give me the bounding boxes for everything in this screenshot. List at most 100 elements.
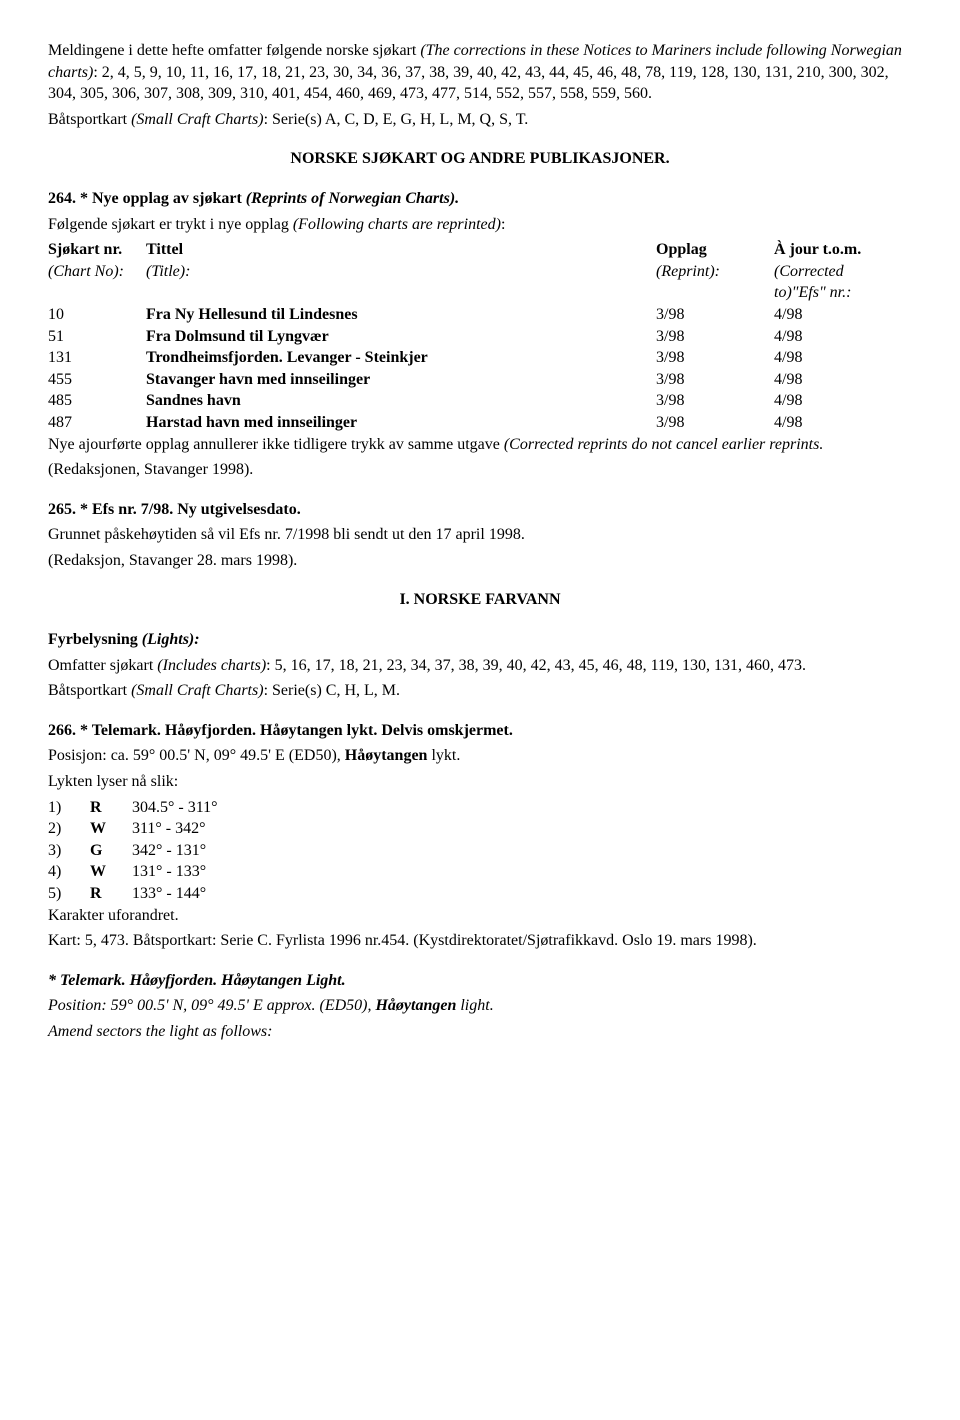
table-row: 455Stavanger havn med innseilinger3/984/… [48, 369, 912, 391]
fyr-small-before: Båtsportkart [48, 682, 131, 699]
fyr-small-italic: (Small Craft Charts) [131, 682, 263, 699]
sector-num: 4) [48, 861, 90, 883]
s266b-position: Position: 59° 00.5' N, 09° 49.5' E appro… [48, 995, 912, 1017]
sector-row: 1)R304.5° - 311° [48, 797, 912, 819]
cell-opplag: 3/98 [656, 326, 774, 348]
s266-pre: Lykten lyser nå slik: [48, 771, 912, 793]
intro-small-after: : Serie(s) A, C, D, E, G, H, L, M, Q, S,… [264, 111, 529, 128]
s264-subtitle: Følgende sjøkart er trykt i nye opplag (… [48, 214, 912, 236]
s266-pos-bold: Håøytangen [345, 747, 428, 764]
s265-source: (Redaksjon, Stavanger 28. mars 1998). [48, 550, 912, 572]
s266b-pos-before: Position: 59° 00.5' N, 09° 49.5' E appro… [48, 997, 375, 1014]
s266b-pos-bold: Håøytangen [375, 997, 456, 1014]
sector-color: G [90, 840, 132, 862]
fyr-inc-after: : 5, 16, 17, 18, 21, 23, 34, 37, 38, 39,… [266, 657, 806, 674]
table-row: 131Trondheimsfjorden. Levanger - Steinkj… [48, 347, 912, 369]
heading-farvann: I. NORSKE FARVANN [48, 589, 912, 611]
sector-row: 4)W131° - 133° [48, 861, 912, 883]
cell-ajour: 4/98 [774, 326, 912, 348]
table-row: 487Harstad havn med innseilinger3/984/98 [48, 412, 912, 434]
sector-range: 304.5° - 311° [132, 797, 912, 819]
reprint-table: Sjøkart nr. (Chart No): Tittel (Title): … [48, 239, 912, 433]
hdr-title-italic: (Title): [146, 261, 648, 283]
cell-no: 51 [48, 326, 146, 348]
intro-lead-text: Meldingene i dette hefte omfatter følgen… [48, 42, 420, 59]
sector-num: 2) [48, 818, 90, 840]
fyr-small-after: : Serie(s) C, H, L, M. [264, 682, 400, 699]
cell-title: Fra Dolmsund til Lyngvær [146, 326, 656, 348]
s264-title: 264. * Nye opplag av sjøkart (Reprints o… [48, 188, 912, 210]
s264-tail: Nye ajourførte opplag annullerer ikke ti… [48, 434, 912, 456]
sector-row: 5)R133° - 144° [48, 883, 912, 905]
sector-range: 133° - 144° [132, 883, 912, 905]
s266b-title: * Telemark. Håøyfjorden. Håøytangen Ligh… [48, 970, 912, 992]
cell-title: Stavanger havn med innseilinger [146, 369, 656, 391]
s266-title: 266. * Telemark. Håøyfjorden. Håøytangen… [48, 720, 912, 742]
cell-no: 487 [48, 412, 146, 434]
sector-num: 5) [48, 883, 90, 905]
cell-ajour: 4/98 [774, 369, 912, 391]
cell-opplag: 3/98 [656, 390, 774, 412]
cell-opplag: 3/98 [656, 347, 774, 369]
heading-publications: NORSKE SJØKART OG ANDRE PUBLIKASJONER. [48, 148, 912, 170]
s265-body: Grunnet påskehøytiden så vil Efs nr. 7/1… [48, 524, 912, 546]
cell-opplag: 3/98 [656, 304, 774, 326]
intro-lead-after: : 2, 4, 5, 9, 10, 11, 16, 17, 18, 21, 23… [48, 64, 889, 103]
cell-title: Trondheimsfjorden. Levanger - Steinkjer [146, 347, 656, 369]
sector-color: R [90, 797, 132, 819]
s266b-pos-after: light. [456, 997, 493, 1014]
cell-title: Sandnes havn [146, 390, 656, 412]
hdr-ajour-italic2: to)"Efs" nr.: [774, 282, 904, 304]
s266-position: Posisjon: ca. 59° 00.5' N, 09° 49.5' E (… [48, 745, 912, 767]
sector-color: R [90, 883, 132, 905]
s264-title-italic: (Reprints of Norwegian Charts). [246, 190, 459, 207]
table-header-row-1: Sjøkart nr. (Chart No): Tittel (Title): … [48, 239, 912, 304]
cell-opplag: 3/98 [656, 412, 774, 434]
s264-source: (Redaksjonen, Stavanger 1998). [48, 459, 912, 481]
s266-karakter: Karakter uforandret. [48, 905, 912, 927]
sector-num: 1) [48, 797, 90, 819]
fyr-inc-italic: (Includes charts) [157, 657, 266, 674]
intro-small-italic: (Small Craft Charts) [131, 111, 263, 128]
sector-color: W [90, 861, 132, 883]
fyr-title: Fyrbelysning (Lights): [48, 629, 912, 651]
cell-no: 131 [48, 347, 146, 369]
intro-small-before: Båtsportkart [48, 111, 131, 128]
fyr-inc-before: Omfatter sjøkart [48, 657, 157, 674]
s266-pos-label: Posisjon: ca. 59° 00.5' N, 09° 49.5' E (… [48, 747, 345, 764]
cell-ajour: 4/98 [774, 347, 912, 369]
sector-color: W [90, 818, 132, 840]
table-row: 10Fra Ny Hellesund til Lindesnes3/984/98 [48, 304, 912, 326]
hdr-ajour-bold: À jour t.o.m. [774, 239, 904, 261]
sector-row: 2)W311° - 342° [48, 818, 912, 840]
cell-opplag: 3/98 [656, 369, 774, 391]
table-row: 485Sandnes havn3/984/98 [48, 390, 912, 412]
hdr-no-bold: Sjøkart nr. [48, 239, 138, 261]
cell-ajour: 4/98 [774, 304, 912, 326]
cell-no: 485 [48, 390, 146, 412]
table-row: 51Fra Dolmsund til Lyngvær3/984/98 [48, 326, 912, 348]
s264-tail-italic: (Corrected reprints do not cancel earlie… [504, 436, 824, 453]
sector-num: 3) [48, 840, 90, 862]
intro-smallcraft: Båtsportkart (Small Craft Charts): Serie… [48, 109, 912, 131]
sector-table: 1)R304.5° - 311°2)W311° - 342°3)G342° - … [48, 797, 912, 905]
sector-range: 131° - 133° [132, 861, 912, 883]
hdr-opplag-bold: Opplag [656, 239, 766, 261]
hdr-title-bold: Tittel [146, 239, 648, 261]
s264-title-bold: 264. * Nye opplag av sjøkart [48, 190, 246, 207]
s266b-tail: Amend sectors the light as follows: [48, 1021, 912, 1043]
s265-title: 265. * Efs nr. 7/98. Ny utgivelsesdato. [48, 499, 912, 521]
cell-no: 10 [48, 304, 146, 326]
hdr-opplag-italic: (Reprint): [656, 261, 766, 283]
s264-sub-before: Følgende sjøkart er trykt i nye opplag [48, 216, 293, 233]
s264-sub-italic: (Following charts are reprinted) [293, 216, 501, 233]
s266-kart: Kart: 5, 473. Båtsportkart: Serie C. Fyr… [48, 930, 912, 952]
fyr-title-italic: (Lights): [142, 631, 200, 648]
cell-no: 455 [48, 369, 146, 391]
fyr-title-bold: Fyrbelysning [48, 631, 142, 648]
intro-paragraph: Meldingene i dette hefte omfatter følgen… [48, 40, 912, 105]
cell-title: Fra Ny Hellesund til Lindesnes [146, 304, 656, 326]
cell-ajour: 4/98 [774, 412, 912, 434]
fyr-includes: Omfatter sjøkart (Includes charts): 5, 1… [48, 655, 912, 677]
hdr-no-italic: (Chart No): [48, 261, 138, 283]
